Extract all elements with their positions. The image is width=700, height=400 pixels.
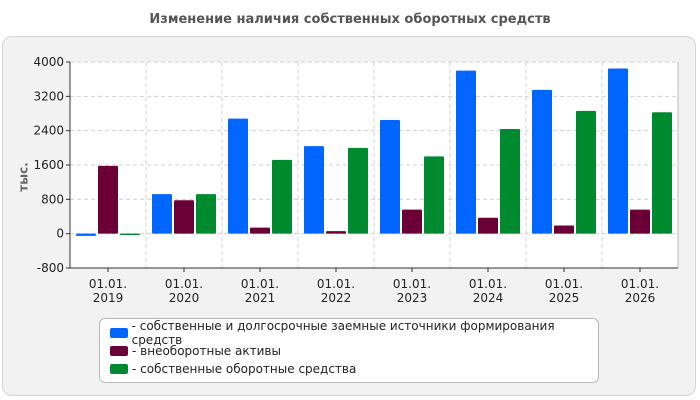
bar-series-2-cat-5 — [500, 128, 520, 234]
bar-series-2-cat-6 — [576, 110, 596, 234]
y-tick-label: 1600 — [33, 158, 64, 172]
x-tick-label: 01.01. — [317, 277, 355, 291]
y-tick-label: 3200 — [33, 89, 64, 103]
legend-label-working-capital: - собственные оборотные средства — [132, 362, 357, 376]
legend-swatch-noncurrent-assets — [110, 346, 128, 356]
bar-series-0-cat-3 — [304, 146, 324, 234]
bar-series-1-cat-0 — [98, 165, 118, 234]
bar-series-0-cat-1 — [152, 194, 172, 234]
legend-swatch-sources — [110, 328, 128, 338]
bar-series-0-cat-6 — [532, 89, 552, 234]
legend-label-noncurrent-assets: - внеоборотные активы — [132, 344, 281, 358]
axes — [66, 61, 679, 272]
bar-series-1-cat-7 — [630, 209, 650, 234]
bar-series-2-cat-3 — [348, 147, 368, 234]
x-tick-label: 01.01. — [89, 277, 127, 291]
bar-series-2-cat-2 — [272, 159, 292, 234]
legend-item-working-capital: - собственные оборотные средства — [110, 360, 598, 378]
legend: - собственные и долгосрочные заемные ист… — [99, 318, 599, 383]
x-tick-label: 2022 — [321, 291, 352, 305]
x-tick-label: 01.01. — [621, 277, 659, 291]
x-tick-label: 2021 — [245, 291, 276, 305]
bar-series-0-cat-7 — [608, 68, 628, 234]
y-tick-label: 2400 — [33, 124, 64, 138]
y-axis-label: тыс. — [16, 162, 31, 192]
legend-item-sources: - собственные и долгосрочные заемные ист… — [110, 319, 598, 347]
y-tick-label: 800 — [41, 192, 64, 206]
tick-labels: -8000800160024003200400001.01.201901.01.… — [33, 55, 659, 305]
bar-series-1-cat-1 — [174, 200, 194, 234]
x-tick-label: 2019 — [93, 291, 124, 305]
bars — [76, 68, 672, 236]
bar-series-0-cat-0 — [76, 233, 96, 236]
x-tick-label: 01.01. — [393, 277, 431, 291]
bar-series-0-cat-5 — [456, 70, 476, 234]
legend-swatch-working-capital — [110, 364, 128, 374]
y-tick-label: 0 — [56, 227, 64, 241]
bar-series-1-cat-6 — [554, 225, 574, 234]
y-tick-label: 4000 — [33, 55, 64, 69]
x-tick-label: 2026 — [625, 291, 656, 305]
bar-series-2-cat-7 — [652, 112, 672, 234]
x-tick-label: 01.01. — [165, 277, 203, 291]
bar-series-2-cat-1 — [196, 194, 216, 234]
x-tick-label: 01.01. — [545, 277, 583, 291]
bar-series-2-cat-0 — [120, 233, 140, 235]
bar-series-2-cat-4 — [424, 156, 444, 234]
x-tick-label: 2024 — [473, 291, 504, 305]
y-tick-label: -800 — [37, 261, 64, 275]
bar-series-1-cat-3 — [326, 231, 346, 234]
chart-title: Изменение наличия собственных оборотных … — [149, 12, 551, 27]
bar-series-0-cat-4 — [380, 119, 400, 234]
legend-label-sources: - собственные и долгосрочные заемные ист… — [131, 319, 555, 347]
bar-series-1-cat-4 — [402, 209, 422, 234]
bar-series-1-cat-5 — [478, 217, 498, 234]
legend-item-noncurrent-assets: - внеоборотные активы — [110, 342, 598, 360]
x-tick-label: 2025 — [549, 291, 580, 305]
x-tick-label: 2020 — [169, 291, 200, 305]
x-tick-label: 2023 — [397, 291, 428, 305]
x-tick-label: 01.01. — [241, 277, 279, 291]
x-tick-label: 01.01. — [469, 277, 507, 291]
bar-series-0-cat-2 — [228, 118, 248, 234]
bar-series-1-cat-2 — [250, 227, 270, 234]
